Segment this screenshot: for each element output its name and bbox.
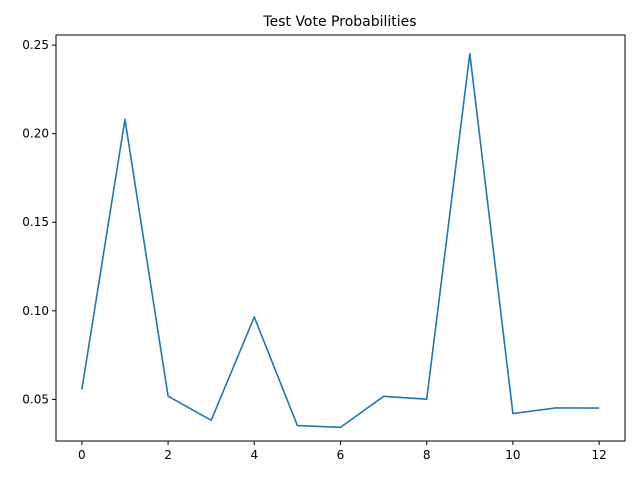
x-tick-label: 4 xyxy=(250,448,258,462)
plot-frame xyxy=(55,34,626,442)
x-tick-label: 0 xyxy=(78,448,86,462)
y-tick-label: 0.15 xyxy=(22,215,49,229)
series-line xyxy=(81,52,600,429)
data-point xyxy=(124,119,126,121)
x-tick-label: 8 xyxy=(423,448,431,462)
x-tick-label: 10 xyxy=(505,448,520,462)
data-point xyxy=(426,398,428,400)
data-point xyxy=(383,396,385,398)
y-tick-label: 0.10 xyxy=(22,304,49,318)
data-point xyxy=(469,53,471,55)
data-point xyxy=(81,389,83,391)
x-tick-label: 12 xyxy=(591,448,606,462)
data-point xyxy=(555,407,557,409)
y-tick-label: 0.25 xyxy=(22,38,49,52)
data-point xyxy=(340,427,342,429)
y-tick-label: 0.05 xyxy=(22,392,49,406)
x-tick-label: 6 xyxy=(337,448,345,462)
data-point xyxy=(512,413,514,415)
y-tick-label: 0.20 xyxy=(22,127,49,141)
data-point xyxy=(210,419,212,421)
data-point xyxy=(598,407,600,409)
x-axis: 0 2 4 6 8 10 12 xyxy=(78,441,607,462)
data-point xyxy=(253,316,255,318)
x-tick-label: 2 xyxy=(164,448,172,462)
y-axis: 0.05 0.10 0.15 0.20 0.25 xyxy=(22,38,56,406)
data-point xyxy=(167,395,169,397)
plot-area xyxy=(55,34,626,442)
series-layer xyxy=(81,52,600,429)
data-point xyxy=(297,425,299,427)
chart-title: Test Vote Probabilities xyxy=(262,14,416,30)
